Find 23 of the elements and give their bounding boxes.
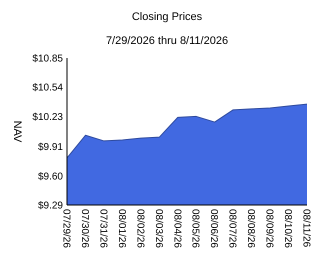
y-tick-label: $10.54 bbox=[32, 82, 64, 94]
x-tick-label: 08/06/26 bbox=[208, 209, 220, 248]
chart-title: Closing Prices bbox=[132, 11, 203, 23]
x-tick-label: 07/29/26 bbox=[60, 209, 72, 248]
y-tick-label: $9.91 bbox=[38, 142, 64, 154]
y-axis-title: NAV bbox=[11, 120, 23, 144]
chart-subtitle: 7/29/2026 thru 8/11/2026 bbox=[106, 35, 228, 47]
y-tick-label: $10.23 bbox=[32, 112, 64, 123]
x-tick-label: 08/11/26 bbox=[300, 209, 312, 248]
y-tick-label: $10.85 bbox=[32, 54, 64, 64]
x-tick-label: 07/30/26 bbox=[78, 209, 90, 248]
x-tick-label: 08/08/26 bbox=[245, 209, 256, 248]
x-tick-label: 08/03/26 bbox=[152, 209, 164, 248]
x-tick-label: 08/01/26 bbox=[116, 209, 127, 248]
x-tick-label: 07/31/26 bbox=[97, 209, 108, 248]
x-tick-label: 08/04/26 bbox=[171, 209, 182, 248]
x-tick-label: 08/10/26 bbox=[282, 209, 294, 248]
x-tick-label: 08/02/26 bbox=[134, 209, 146, 248]
x-tick-label: 08/07/26 bbox=[226, 209, 238, 248]
y-tick-label: $9.29 bbox=[38, 200, 64, 212]
x-tick-label: 08/05/26 bbox=[190, 209, 201, 248]
x-tick-label: 08/09/26 bbox=[264, 209, 275, 248]
y-tick-label: $9.60 bbox=[38, 171, 64, 182]
